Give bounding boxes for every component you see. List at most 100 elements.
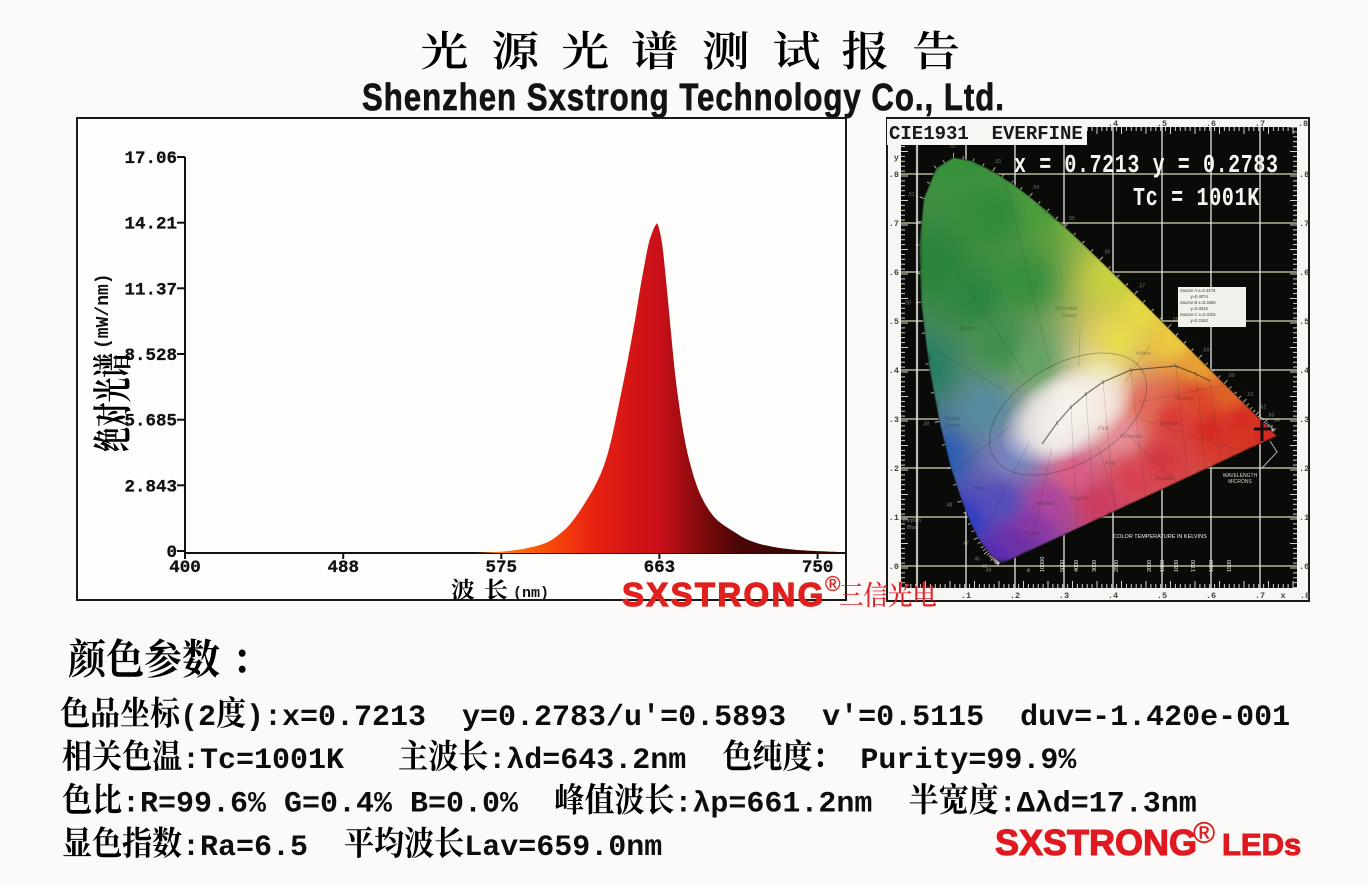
svg-text:.3: .3	[1299, 415, 1309, 425]
svg-text:17.06: 17.06	[124, 149, 177, 169]
svg-text:Yellowish: Yellowish	[1055, 306, 1078, 312]
svg-text:488: 488	[327, 558, 359, 578]
svg-text:.46: .46	[973, 557, 980, 563]
svg-text:400: 400	[169, 558, 201, 578]
svg-text:.4: .4	[1108, 591, 1118, 601]
svg-text:®: ®	[825, 573, 841, 596]
svg-text:8.528: 8.528	[124, 346, 177, 366]
svg-text:Pink: Pink	[1105, 461, 1116, 467]
svg-text:2500: 2500	[1114, 560, 1120, 572]
svg-text::λp=661.2nm: :λp=661.2nm	[674, 788, 908, 822]
svg-text:.49: .49	[922, 422, 929, 428]
svg-text:.3: .3	[889, 415, 899, 425]
svg-text:SXSTRONG: SXSTRONG	[622, 576, 826, 613]
svg-text:Orange: Orange	[1160, 421, 1178, 427]
svg-text:.4: .4	[889, 366, 899, 376]
svg-text:.6: .6	[1299, 268, 1309, 278]
svg-text:Orange: Orange	[1175, 396, 1193, 402]
svg-text:LEDs: LEDs	[1222, 827, 1301, 862]
svg-text:CIE1931 EVERFINE: CIE1931 EVERFINE	[889, 123, 1083, 145]
svg-text:λd=643.2nm: λd=643.2nm	[506, 744, 722, 778]
svg-text:.5: .5	[889, 317, 899, 327]
svg-text:Yellowish: Yellowish	[1120, 434, 1143, 440]
svg-text:Reddish: Reddish	[1035, 501, 1055, 507]
svg-text:5000: 5000	[1060, 560, 1066, 572]
svg-text:.53: .53	[994, 159, 1001, 165]
svg-text:.6: .6	[889, 268, 899, 278]
svg-text:.2: .2	[1299, 464, 1309, 474]
svg-text:.8: .8	[1300, 591, 1310, 601]
svg-text:Yellow: Yellow	[1135, 351, 1151, 357]
svg-text:.7: .7	[889, 219, 899, 229]
svg-text:Source A x=0.4476: Source A x=0.4476	[1180, 288, 1216, 293]
svg-text:.8: .8	[889, 170, 899, 180]
svg-text:.57: .57	[1138, 284, 1145, 290]
svg-text:x: x	[1280, 591, 1285, 601]
svg-text:Purple: Purple	[1025, 531, 1041, 537]
svg-text:.60: .60	[1228, 373, 1235, 379]
svg-text:y=0.3516: y=0.3516	[1180, 306, 1208, 311]
svg-text:.5: .5	[1299, 317, 1309, 327]
svg-text:.0: .0	[889, 562, 899, 572]
svg-text:x = 0.7213 y = 0.2783: x = 0.7213 y = 0.2783	[1014, 151, 1279, 180]
svg-text:5.685: 5.685	[124, 412, 177, 432]
svg-text:(nm): (nm)	[513, 585, 549, 602]
svg-text:(mW/nm): (mW/nm)	[94, 273, 114, 349]
svg-text:.5: .5	[1157, 119, 1167, 129]
svg-text:y=0.3162: y=0.3162	[1180, 318, 1208, 323]
svg-text:.1: .1	[889, 513, 899, 523]
svg-text:.2: .2	[1010, 591, 1020, 601]
svg-text:.61: .61	[1247, 392, 1254, 398]
svg-text:Green: Green	[945, 423, 960, 429]
svg-text::Δλd=17.3nm: :Δλd=17.3nm	[999, 788, 1197, 822]
svg-text:y: y	[894, 153, 899, 163]
svg-text:.7: .7	[1255, 591, 1265, 601]
svg-text:Shenzhen Sxstrong Technology C: Shenzhen Sxstrong Technology Co., Ltd.	[362, 77, 1005, 119]
svg-text:4000: 4000	[1074, 560, 1080, 572]
svg-text::Ra=6.5: :Ra=6.5	[182, 831, 344, 865]
svg-text:.7: .7	[1299, 219, 1309, 229]
svg-text:Blue: Blue	[907, 525, 917, 531]
svg-text:.8: .8	[1298, 119, 1308, 129]
svg-text:1600: 1600	[1209, 560, 1215, 572]
svg-text:Blue: Blue	[975, 486, 986, 492]
svg-text:.47: .47	[962, 541, 969, 547]
svg-text:.5: .5	[1157, 591, 1167, 601]
svg-text:Green: Green	[960, 326, 975, 332]
svg-text:Green: Green	[1062, 313, 1077, 319]
svg-text::: :	[488, 744, 506, 778]
svg-text:3000: 3000	[1092, 560, 1098, 572]
svg-text:Bluish: Bluish	[945, 416, 960, 422]
svg-text:.62: .62	[1259, 404, 1266, 410]
svg-text:.6: .6	[1206, 119, 1216, 129]
svg-text:.58: .58	[1172, 317, 1179, 323]
svg-text:1900: 1900	[1160, 560, 1166, 572]
svg-text:Purity=99.9%: Purity=99.9%	[842, 744, 1077, 778]
svg-text:Purplish: Purplish	[1155, 476, 1175, 482]
svg-text:.1: .1	[961, 591, 971, 601]
svg-text:.0: .0	[1299, 562, 1309, 572]
svg-text:.55: .55	[1068, 216, 1075, 222]
svg-text:Purplish: Purplish	[903, 518, 921, 524]
svg-text:Source B x=0.3484: Source B x=0.3484	[1180, 300, 1216, 305]
svg-text:®: ®	[1193, 817, 1215, 850]
svg-text:∞: ∞	[1026, 568, 1032, 572]
svg-text:Source C x=0.3101: Source C x=0.3101	[1180, 312, 1217, 317]
svg-text:(2: (2	[180, 701, 216, 735]
svg-text:.45: .45	[981, 564, 988, 570]
svg-text:.4: .4	[1299, 366, 1309, 376]
svg-text:663: 663	[644, 558, 676, 578]
svg-text:y=0.4074: y=0.4074	[1180, 294, 1208, 299]
svg-text:10000: 10000	[1040, 557, 1046, 572]
svg-text:.6: .6	[1206, 591, 1216, 601]
svg-text::Tc=1001K: :Tc=1001K	[182, 744, 398, 778]
svg-text:2000: 2000	[1147, 560, 1153, 572]
svg-text:.1: .1	[1299, 513, 1309, 523]
svg-text:575: 575	[486, 558, 518, 578]
svg-text:Lav=659.0nm: Lav=659.0nm	[464, 831, 662, 865]
svg-text:1800: 1800	[1174, 560, 1180, 572]
svg-text:2.843: 2.843	[124, 477, 177, 497]
svg-text:Purplish: Purplish	[1070, 496, 1090, 502]
svg-text:.56: .56	[1103, 249, 1110, 255]
svg-text:SXSTRONG: SXSTRONG	[995, 822, 1197, 863]
